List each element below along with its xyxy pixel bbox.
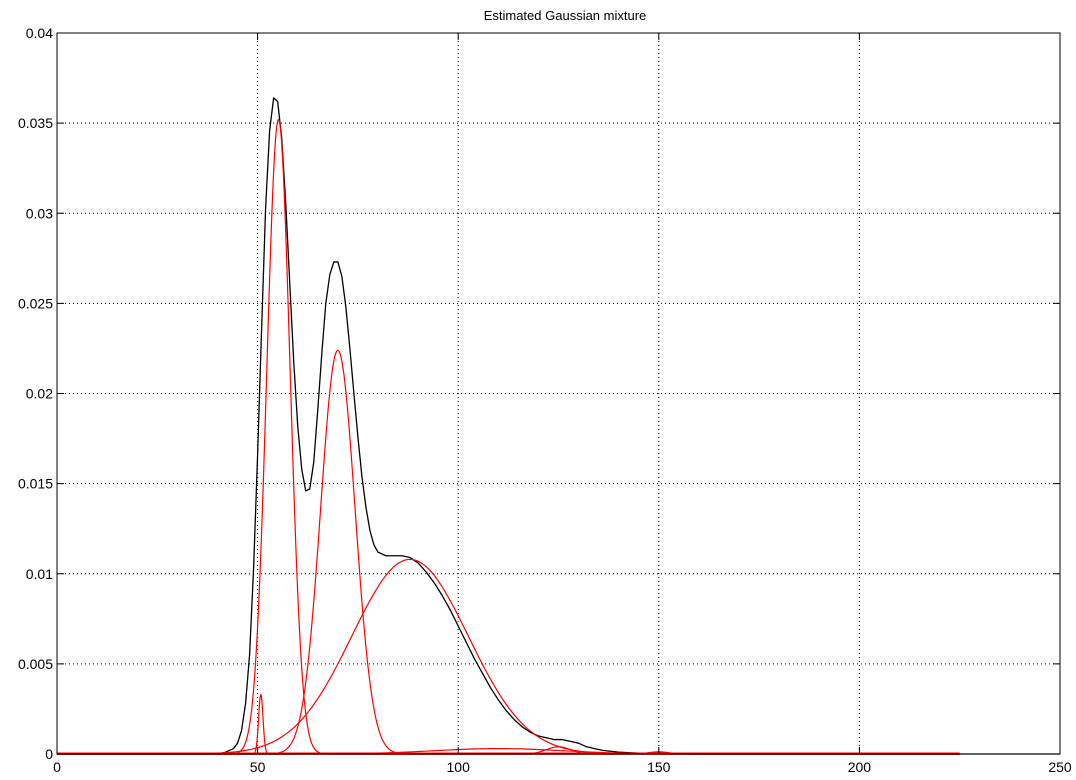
x-tick-label: 100 xyxy=(447,759,471,775)
x-tick-label: 0 xyxy=(53,759,61,775)
gaussian-component-line-4 xyxy=(57,558,960,755)
series-lines xyxy=(57,97,1060,755)
y-tick-label: 0.03 xyxy=(26,205,53,221)
y-tick-label: 0.025 xyxy=(18,295,53,311)
x-tick-label: 200 xyxy=(848,759,872,775)
y-tick-label: 0.04 xyxy=(26,25,53,41)
y-tick-label: 0.035 xyxy=(18,115,53,131)
x-tick-label: 150 xyxy=(647,759,671,775)
y-tick-label: 0.005 xyxy=(18,656,53,672)
axis-ticks: 0 50 100 150 200 250 0 0.005 0.01 0.015 0.02 0.025 0… xyxy=(18,25,1072,775)
x-tick-label: 50 xyxy=(250,759,266,775)
mixture-density-line xyxy=(57,97,1060,755)
y-tick-label: 0.01 xyxy=(26,566,53,582)
gaussian-component-line-1 xyxy=(57,693,960,755)
y-tick-label: 0 xyxy=(45,746,53,762)
gaussian-component-line-2 xyxy=(57,118,960,755)
x-tick-label: 250 xyxy=(1048,759,1072,775)
grid-lines xyxy=(57,33,1060,754)
chart-title: Estimated Gaussian mixture xyxy=(484,8,647,23)
y-tick-label: 0.02 xyxy=(26,386,53,402)
y-tick-label: 0.015 xyxy=(18,476,53,492)
gaussian-component-line-3 xyxy=(57,349,960,755)
